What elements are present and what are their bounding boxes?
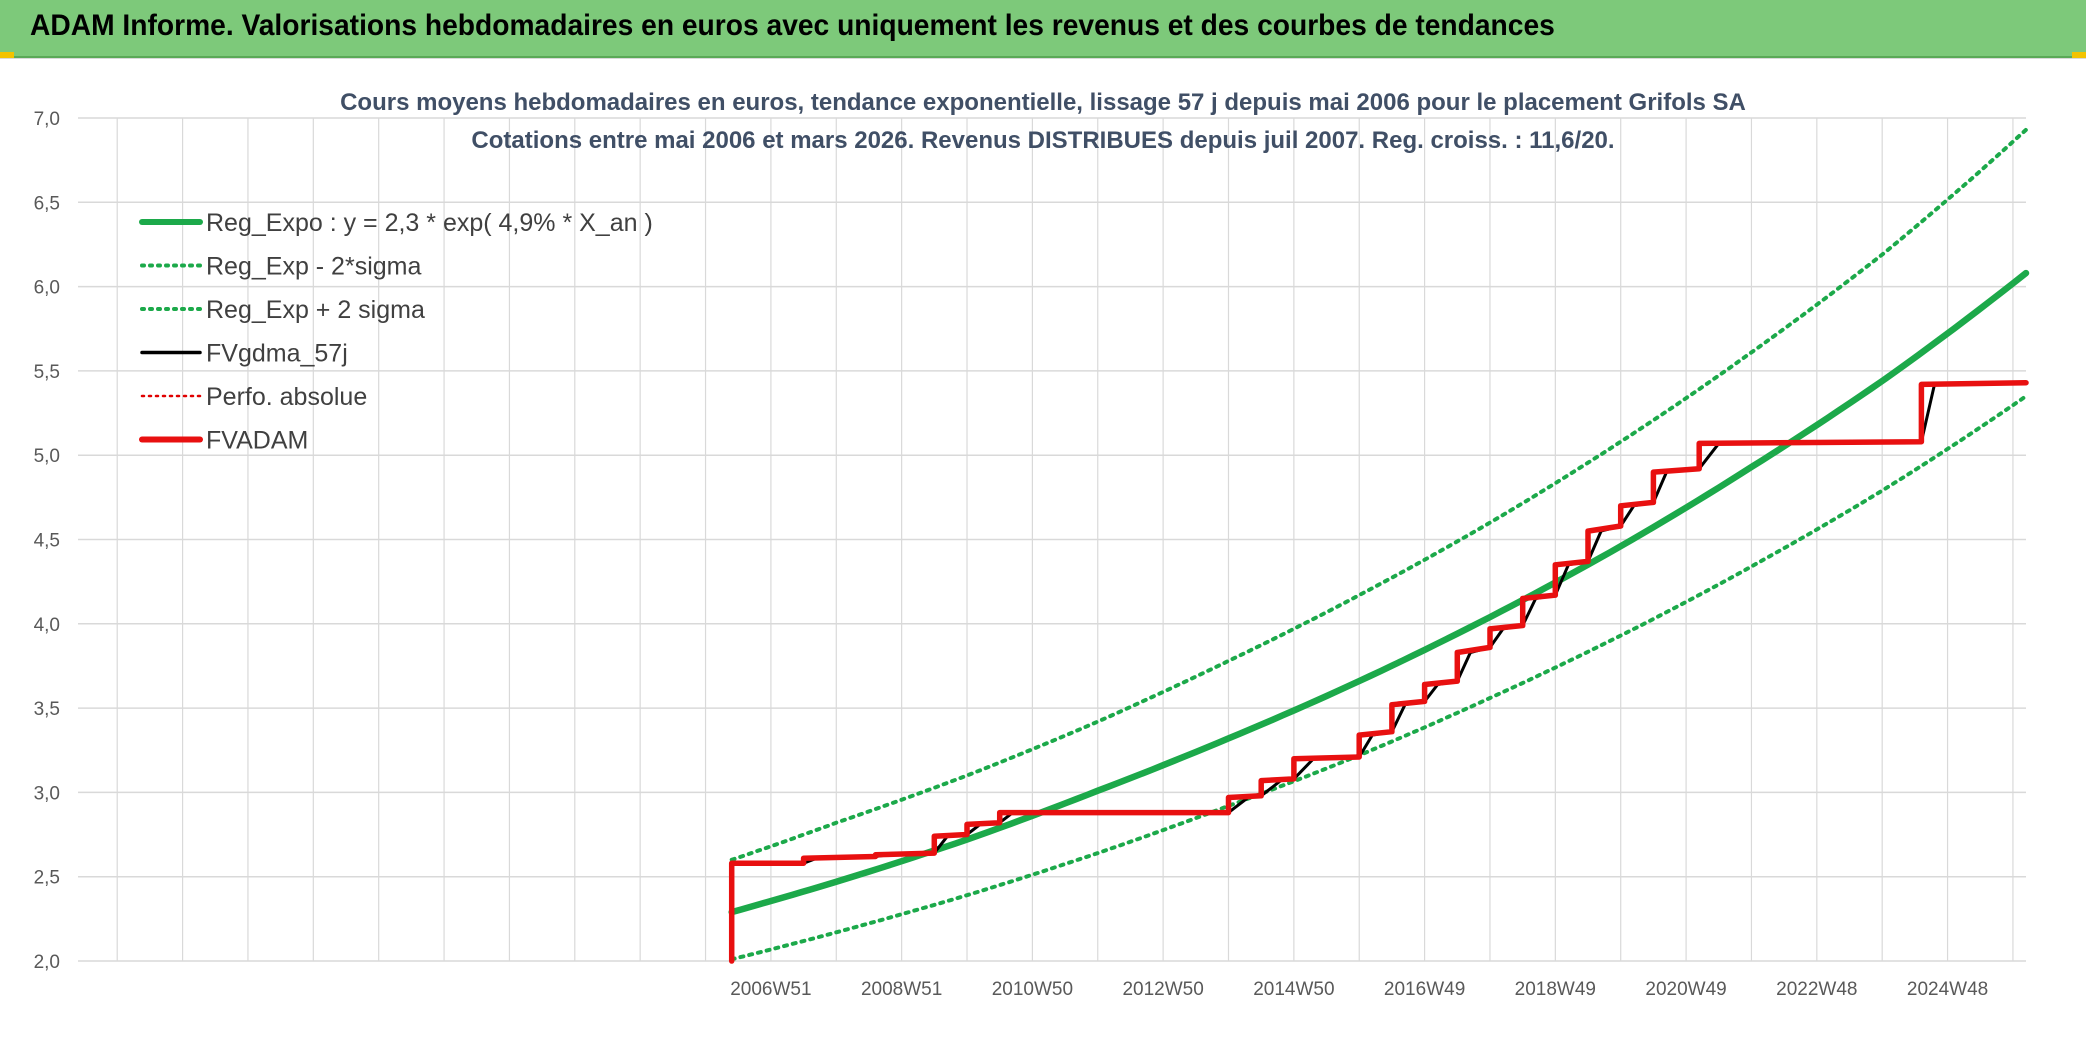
x-tick-label: 2018W49 (1515, 979, 1596, 1000)
series-group (728, 127, 2030, 964)
chart-area: Cours moyens hebdomadaires en euros, ten… (0, 58, 2086, 1039)
y-tick-label: 4,0 (34, 615, 60, 636)
legend: Reg_Expo : y = 2,3 * exp( 4,9% * X_an ) R… (139, 209, 653, 455)
y-tick-label: 7,0 (34, 109, 60, 130)
series-line-fvadam (728, 379, 2029, 964)
report-banner: ADAM Informe. Valorisations hebdomadaire… (0, 0, 2086, 58)
chart-title-line2: Cotations entre mai 2006 et mars 2026. R… (471, 127, 1614, 154)
y-tick-label: 3,5 (34, 699, 60, 720)
y-tick-label: 2,5 (34, 868, 60, 889)
x-tick-label: 2006W51 (730, 979, 811, 1000)
x-tick-label: 2014W50 (1253, 979, 1334, 1000)
report-title: ADAM Informe. Valorisations hebdomadaire… (30, 9, 1555, 42)
x-tick-label: 2008W51 (861, 979, 942, 1000)
x-tick-label: 2016W49 (1384, 979, 1465, 1000)
corner-mark-right (2072, 52, 2086, 58)
series-line-reg-exp-2-sigma (729, 127, 2028, 862)
y-tick-label: 5,5 (34, 362, 60, 383)
x-tick-label: 2020W49 (1645, 979, 1726, 1000)
x-tick-label: 2012W50 (1122, 979, 1203, 1000)
x-tick-label: 2010W50 (992, 979, 1073, 1000)
legend-label: FVADAM (206, 427, 308, 455)
chart-svg: Cours moyens hebdomadaires en euros, ten… (34, 89, 2030, 1000)
y-tick-label: 6,0 (34, 278, 60, 299)
chart-title-line1: Cours moyens hebdomadaires en euros, ten… (340, 89, 1746, 116)
y-tick-label: 6,5 (34, 193, 60, 214)
x-tick-label: 2024W48 (1907, 979, 1988, 1000)
y-axis-labels: 2,0 2,5 3,0 3,5 4,0 4,5 5,0 5,5 6,0 6,5 7,0 (34, 109, 60, 973)
legend-label: FVgdma_57j (206, 340, 348, 368)
y-tick-label: 4,5 (34, 531, 60, 552)
x-axis-labels: 2006W51 2008W51 2010W50 2012W50 2014W50 2016W… (730, 979, 1988, 1000)
series-line-reg-expo-y-2-3-exp-4-9-x-an (728, 269, 2030, 916)
legend-label: Reg_Expo : y = 2,3 * exp( 4,9% * X_an ) (206, 209, 653, 237)
y-tick-label: 3,0 (34, 783, 60, 804)
y-tick-label: 5,0 (34, 446, 60, 467)
legend-label: Reg_Exp - 2*sigma (206, 253, 421, 281)
series-line-reg-exp-2-sigma (729, 394, 2028, 962)
y-tick-label: 2,0 (34, 952, 60, 973)
legend-label: Reg_Exp + 2 sigma (206, 296, 425, 324)
grid-lines (78, 117, 2026, 962)
corner-mark-left (0, 52, 14, 58)
legend-label: Perfo. absolue (206, 383, 367, 411)
x-tick-label: 2022W48 (1776, 979, 1857, 1000)
